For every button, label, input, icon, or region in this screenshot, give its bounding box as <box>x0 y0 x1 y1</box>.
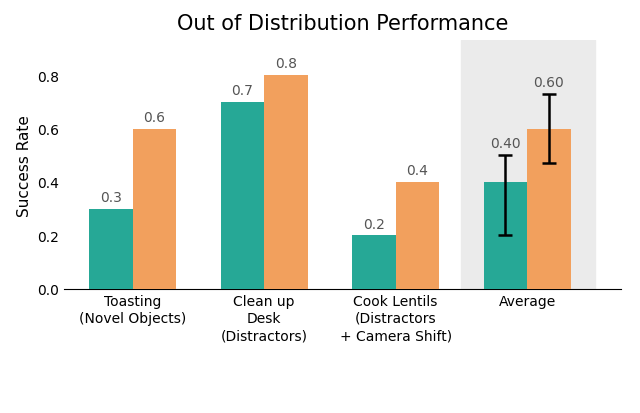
Bar <box>461 41 595 289</box>
Text: 0.8: 0.8 <box>275 57 297 71</box>
Text: 0.40: 0.40 <box>490 137 521 151</box>
Title: Out of Distribution Performance: Out of Distribution Performance <box>177 14 508 34</box>
Text: 0.6: 0.6 <box>143 110 165 124</box>
Bar <box>352 236 396 289</box>
Bar <box>527 129 570 289</box>
Text: 0.4: 0.4 <box>406 164 428 178</box>
Text: 0.3: 0.3 <box>100 190 122 204</box>
Bar <box>484 183 527 289</box>
Text: 0.2: 0.2 <box>363 217 385 231</box>
Bar <box>90 209 132 289</box>
Bar <box>221 102 264 289</box>
Text: 0.60: 0.60 <box>534 76 564 90</box>
Bar <box>264 76 308 289</box>
Text: 0.7: 0.7 <box>232 84 253 98</box>
Bar <box>396 183 439 289</box>
Bar <box>132 129 176 289</box>
Y-axis label: Success Rate: Success Rate <box>17 114 31 216</box>
